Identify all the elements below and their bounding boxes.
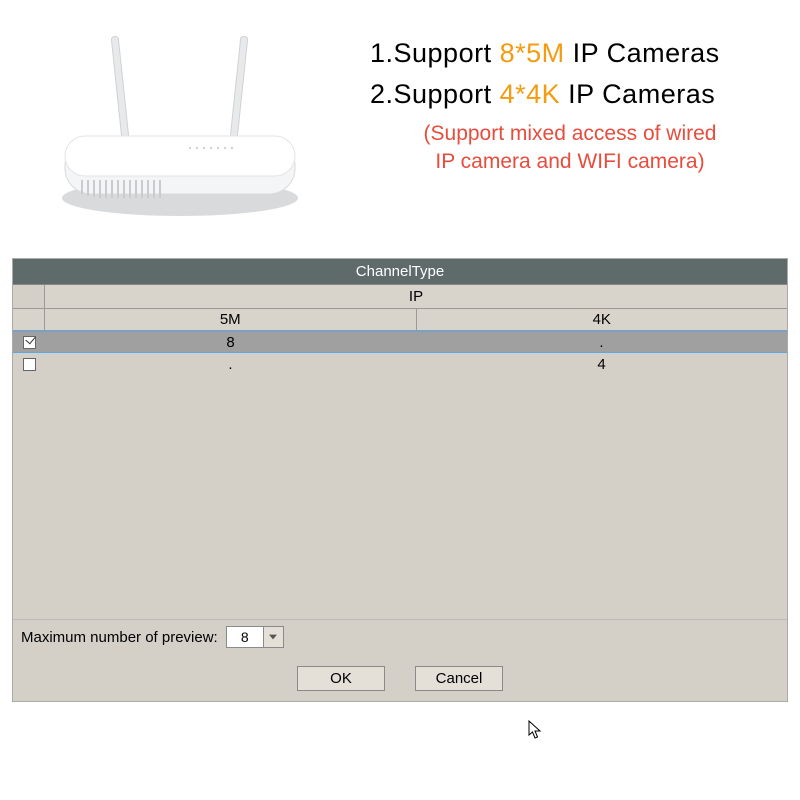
cell-4k: 4 — [416, 356, 787, 373]
feature-2-suffix: IP Cameras — [560, 79, 715, 109]
channel-type-dialog: ChannelType IP 5M 4K 8 . . 4 Maximum num… — [12, 258, 788, 702]
device-illustration — [30, 20, 330, 240]
feature-2-prefix: 2.Support — [370, 79, 500, 109]
table-group-header: IP — [45, 285, 787, 309]
feature-1-suffix: IP Cameras — [565, 38, 720, 68]
checkbox-icon[interactable] — [23, 358, 36, 371]
cancel-button[interactable]: Cancel — [415, 666, 503, 691]
subnote-line-2: IP camera and WIFI camera) — [435, 150, 704, 173]
feature-2-highlight: 4*4K — [500, 79, 561, 109]
cell-4k: . — [416, 334, 787, 351]
feature-subnote: (Support mixed access of wired IP camera… — [370, 120, 770, 177]
table-row[interactable]: 8 . — [13, 331, 787, 353]
column-header-5m: 5M — [45, 309, 417, 330]
dialog-title: ChannelType — [13, 259, 787, 285]
subnote-line-1: (Support mixed access of wired — [424, 122, 717, 145]
cell-5m: . — [45, 356, 416, 373]
chevron-down-icon[interactable] — [263, 627, 283, 647]
feature-line-2: 2.Support 4*4K IP Cameras — [370, 79, 770, 110]
table-row[interactable]: . 4 — [13, 353, 787, 375]
feature-list: 1.Support 8*5M IP Cameras 2.Support 4*4K… — [370, 20, 770, 240]
preview-dropdown[interactable]: 8 — [226, 626, 284, 648]
channel-table: IP 5M 4K 8 . . 4 — [13, 285, 787, 615]
preview-value: 8 — [227, 627, 263, 647]
preview-label: Maximum number of preview: — [21, 629, 218, 646]
column-header-4k: 4K — [417, 309, 788, 330]
cell-5m: 8 — [45, 334, 416, 351]
cursor-icon — [528, 720, 542, 740]
checkbox-icon[interactable] — [23, 336, 36, 349]
feature-line-1: 1.Support 8*5M IP Cameras — [370, 38, 770, 69]
feature-1-highlight: 8*5M — [500, 38, 565, 68]
feature-1-prefix: 1.Support — [370, 38, 500, 68]
ok-button[interactable]: OK — [297, 666, 385, 691]
